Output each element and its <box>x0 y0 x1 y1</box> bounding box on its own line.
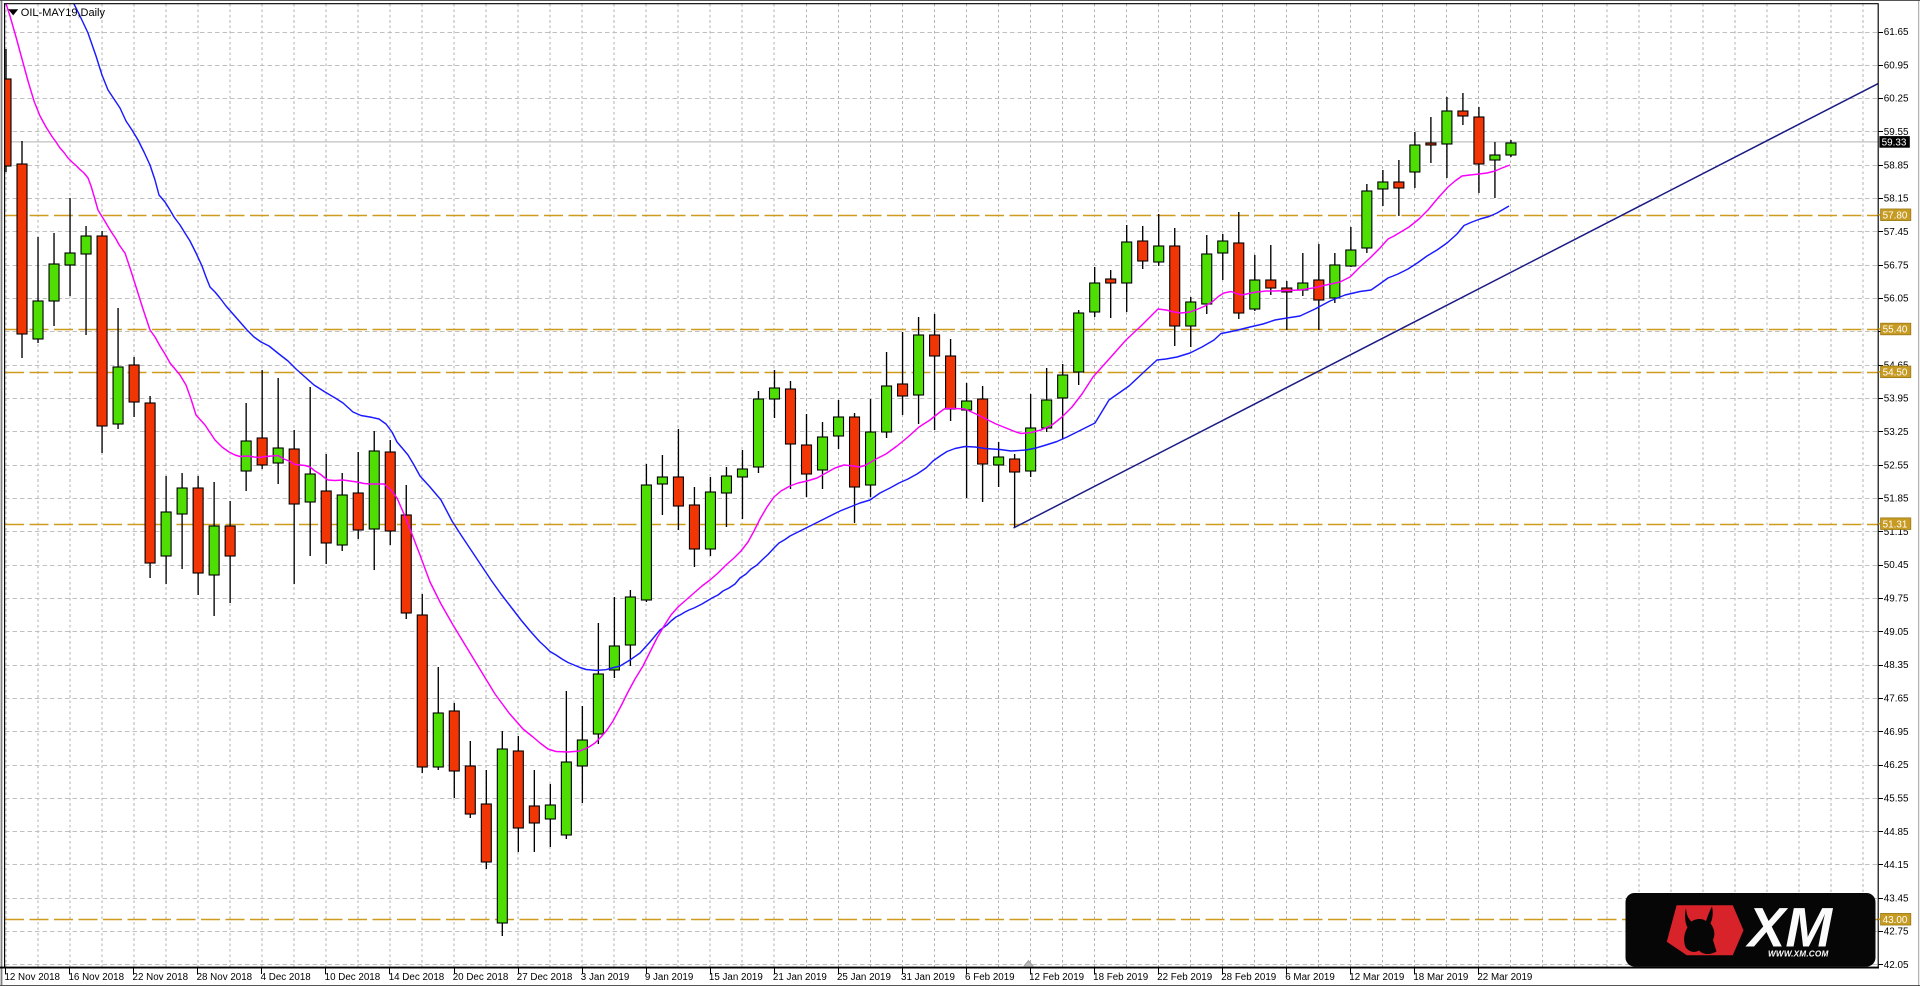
svg-text:12 Nov 2018: 12 Nov 2018 <box>4 972 60 983</box>
svg-text:46.25: 46.25 <box>1884 760 1909 771</box>
svg-text:61.65: 61.65 <box>1884 27 1909 38</box>
svg-text:28 Nov 2018: 28 Nov 2018 <box>197 972 253 983</box>
svg-text:47.65: 47.65 <box>1884 694 1909 705</box>
svg-text:22 Nov 2018: 22 Nov 2018 <box>133 972 189 983</box>
svg-text:56.05: 56.05 <box>1884 294 1909 305</box>
svg-text:22 Feb 2019: 22 Feb 2019 <box>1157 972 1212 983</box>
svg-text:42.75: 42.75 <box>1884 927 1909 938</box>
svg-text:51.31: 51.31 <box>1883 519 1908 530</box>
svg-text:6 Mar 2019: 6 Mar 2019 <box>1285 972 1335 983</box>
svg-text:49.05: 49.05 <box>1884 627 1909 638</box>
svg-text:45.55: 45.55 <box>1884 793 1909 804</box>
svg-text:22 Mar 2019: 22 Mar 2019 <box>1477 972 1532 983</box>
svg-text:9 Jan 2019: 9 Jan 2019 <box>645 972 693 983</box>
svg-text:12 Mar 2019: 12 Mar 2019 <box>1349 972 1404 983</box>
svg-text:12 Feb 2019: 12 Feb 2019 <box>1029 972 1084 983</box>
svg-text:28 Feb 2019: 28 Feb 2019 <box>1221 972 1276 983</box>
svg-text:25 Jan 2019: 25 Jan 2019 <box>837 972 891 983</box>
svg-text:16 Nov 2018: 16 Nov 2018 <box>68 972 124 983</box>
svg-text:18 Feb 2019: 18 Feb 2019 <box>1093 972 1148 983</box>
svg-text:21 Jan 2019: 21 Jan 2019 <box>773 972 827 983</box>
svg-text:OIL-MAY19,Daily: OIL-MAY19,Daily <box>21 7 106 19</box>
svg-text:43.00: 43.00 <box>1883 915 1908 926</box>
svg-text:57.80: 57.80 <box>1883 210 1908 221</box>
svg-text:53.95: 53.95 <box>1884 394 1909 405</box>
svg-text:58.85: 58.85 <box>1884 160 1909 171</box>
svg-text:60.25: 60.25 <box>1884 94 1909 105</box>
svg-text:3 Jan 2019: 3 Jan 2019 <box>581 972 629 983</box>
svg-text:42.05: 42.05 <box>1884 960 1909 971</box>
svg-text:59.55: 59.55 <box>1884 127 1909 138</box>
svg-text:52.55: 52.55 <box>1884 460 1909 471</box>
svg-text:14 Dec 2018: 14 Dec 2018 <box>389 972 445 983</box>
svg-text:51.15: 51.15 <box>1884 527 1909 538</box>
svg-text:57.45: 57.45 <box>1884 227 1909 238</box>
svg-text:15 Jan 2019: 15 Jan 2019 <box>709 972 763 983</box>
svg-text:4 Dec 2018: 4 Dec 2018 <box>261 972 312 983</box>
svg-text:51.85: 51.85 <box>1884 494 1909 505</box>
svg-text:31 Jan 2019: 31 Jan 2019 <box>901 972 955 983</box>
svg-text:46.95: 46.95 <box>1884 727 1909 738</box>
svg-text:58.15: 58.15 <box>1884 194 1909 205</box>
svg-text:XM: XM <box>1745 896 1833 959</box>
svg-text:27 Dec 2018: 27 Dec 2018 <box>517 972 573 983</box>
svg-text:54.50: 54.50 <box>1883 367 1908 378</box>
svg-text:44.85: 44.85 <box>1884 827 1909 838</box>
svg-text:10 Dec 2018: 10 Dec 2018 <box>325 972 381 983</box>
svg-text:20 Dec 2018: 20 Dec 2018 <box>453 972 509 983</box>
svg-text:18 Mar 2019: 18 Mar 2019 <box>1413 972 1468 983</box>
svg-text:53.25: 53.25 <box>1884 427 1909 438</box>
svg-text:48.35: 48.35 <box>1884 660 1909 671</box>
svg-text:43.45: 43.45 <box>1884 893 1909 904</box>
svg-text:56.75: 56.75 <box>1884 260 1909 271</box>
svg-text:WWW.XM.COM: WWW.XM.COM <box>1768 950 1829 959</box>
svg-text:44.15: 44.15 <box>1884 860 1909 871</box>
svg-text:60.95: 60.95 <box>1884 60 1909 71</box>
svg-text:49.75: 49.75 <box>1884 594 1909 605</box>
svg-text:6 Feb 2019: 6 Feb 2019 <box>965 972 1015 983</box>
svg-text:55.40: 55.40 <box>1883 325 1908 336</box>
svg-text:50.45: 50.45 <box>1884 560 1909 571</box>
svg-text:59.33: 59.33 <box>1882 138 1907 149</box>
